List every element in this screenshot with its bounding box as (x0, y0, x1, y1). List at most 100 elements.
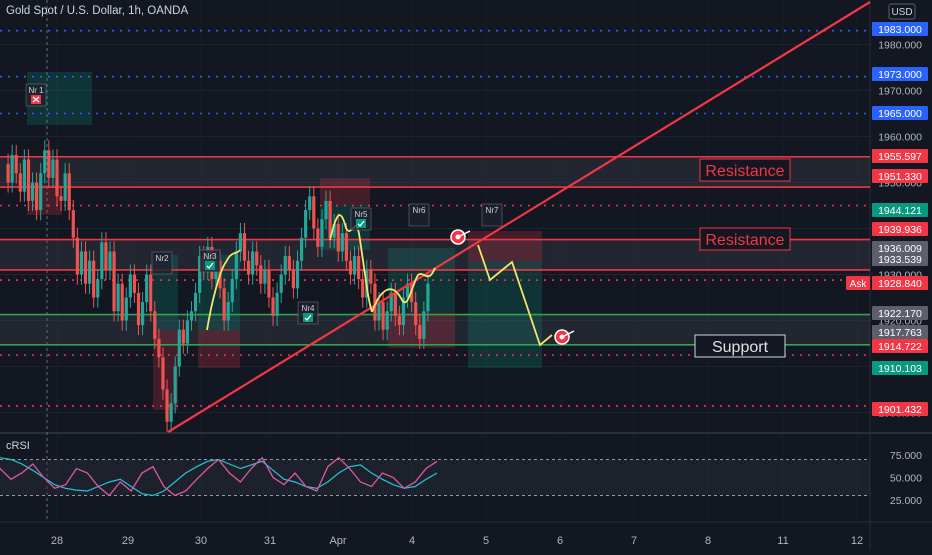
price-label-text: 1910.103 (878, 363, 922, 375)
trade-label-text: Nr5 (355, 210, 368, 219)
trade-label: Nr5 (350, 207, 372, 231)
candle (271, 297, 275, 316)
trade-label-text: Nr4 (302, 304, 315, 313)
candle (145, 274, 149, 303)
candle (169, 403, 173, 422)
price-label-text: 1983.000 (878, 24, 922, 36)
win-mark (357, 220, 365, 227)
zone-label-box (699, 158, 791, 182)
trade-label-text: Nr2 (156, 254, 169, 263)
candle (324, 200, 328, 220)
price-label-text: 1928.840 (878, 278, 922, 290)
candle (385, 311, 389, 330)
loss-mark (32, 96, 40, 103)
candle (116, 283, 120, 312)
price-label-box (872, 252, 928, 266)
price-label-text: 1951.330 (878, 171, 922, 183)
candle (79, 251, 84, 275)
trade-label: Nr 1 (25, 83, 47, 107)
win-mark (304, 314, 312, 321)
candle (242, 233, 247, 261)
zone-label-box (694, 334, 786, 358)
candle (185, 320, 190, 344)
trade-label: Nr6 (408, 203, 430, 227)
x-tick-label: 29 (122, 535, 134, 547)
price-label-box (872, 106, 928, 120)
trade-box (320, 178, 370, 205)
candle (414, 302, 418, 326)
candle (222, 288, 226, 321)
candle (39, 173, 43, 211)
price-label-box (872, 306, 928, 320)
rsi-tick-label: 75.000 (890, 450, 922, 462)
price-label-box (872, 203, 928, 217)
candle (320, 219, 324, 247)
price-label-text: 1917.763 (878, 327, 922, 339)
price-label-text: 1944.121 (878, 205, 922, 217)
price-label: 1922.170 (872, 306, 928, 320)
sketch-path (477, 244, 553, 347)
candle (173, 366, 177, 404)
candle (279, 274, 283, 293)
price-label: 1917.763 (872, 325, 928, 339)
trade-label-text: Nr3 (204, 252, 217, 261)
candle (397, 315, 401, 326)
target-icon (554, 329, 575, 345)
x-tick-label: 31 (264, 535, 276, 547)
price-label: 1901.432 (872, 402, 928, 416)
y-tick-label: 1960.000 (878, 132, 922, 144)
candle (418, 325, 422, 339)
candle (157, 338, 161, 358)
candle (88, 260, 92, 284)
currency-box (888, 3, 916, 20)
candle (336, 223, 340, 252)
candle (14, 154, 18, 174)
candle (283, 256, 287, 275)
candle (308, 196, 312, 211)
candle (361, 279, 365, 298)
candle (401, 297, 406, 326)
price-label-box (872, 169, 928, 183)
candle (71, 210, 75, 238)
win-icon (356, 219, 366, 228)
price-label: 1944.121 (872, 203, 928, 217)
x-tick-label: 4 (409, 535, 415, 547)
candle (165, 389, 169, 422)
price-label-box (872, 241, 928, 255)
zone-label: Support (694, 334, 786, 358)
candle (304, 210, 308, 238)
candle (67, 173, 71, 211)
candle (108, 251, 112, 270)
candle (75, 237, 79, 275)
ask-label: Ask (850, 279, 868, 290)
candle (344, 233, 348, 261)
candle (47, 150, 51, 178)
zone-label: Resistance (699, 227, 791, 251)
zone-label-box (699, 227, 791, 251)
trade-label-text: Nr7 (486, 206, 499, 215)
price-label: 1914.722 (872, 339, 928, 353)
price-label-text: 1965.000 (878, 108, 922, 120)
price-label: 1973.000 (872, 67, 928, 81)
candle (63, 173, 67, 201)
candle (120, 283, 124, 321)
price-label-box (872, 149, 928, 163)
x-tick-label: 30 (195, 535, 207, 547)
candle (10, 154, 14, 183)
candle (18, 173, 22, 192)
candle (348, 260, 353, 275)
zone-label-text: Resistance (705, 163, 784, 180)
candle (153, 311, 157, 339)
zone-label-text: Resistance (705, 232, 784, 249)
win-icon (205, 261, 215, 270)
win-icon (303, 313, 313, 322)
trade-label-box (408, 203, 430, 227)
price-label-text: 1901.432 (878, 404, 922, 416)
candle (312, 196, 316, 229)
price-label-box (872, 276, 928, 290)
candle (149, 274, 153, 312)
sketch-path (206, 249, 241, 331)
candle (226, 302, 230, 321)
